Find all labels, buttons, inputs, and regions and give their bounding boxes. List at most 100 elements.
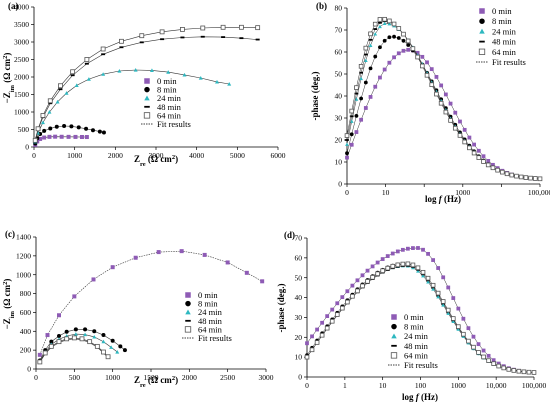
- x-tick-label: 0: [34, 373, 38, 382]
- data-point: [514, 173, 519, 179]
- data-point: [387, 60, 392, 65]
- legend-marker: [391, 314, 397, 320]
- x-tick-label: 100,000: [528, 188, 550, 197]
- data-point: [365, 279, 370, 284]
- data-point: [368, 43, 373, 47]
- data-point: [345, 289, 350, 294]
- legend-marker: [391, 323, 397, 330]
- data-point: [370, 264, 375, 269]
- panel-b: 0 10 1000 100,000 0 10 20 30 40 50 60 70 80 (b) -phase…: [310, 1, 550, 204]
- data-point: [354, 92, 359, 95]
- data-point: [70, 74, 75, 77]
- data-point: [49, 339, 54, 344]
- data-point: [84, 57, 90, 62]
- data-point: [58, 88, 63, 91]
- data-point: [47, 98, 53, 104]
- legend-marker: [391, 344, 397, 347]
- data-point: [166, 70, 171, 74]
- data-point: [425, 275, 431, 281]
- data-point: [179, 249, 184, 254]
- data-point: [481, 159, 486, 164]
- fit-line: [306, 263, 535, 373]
- data-point: [198, 76, 203, 80]
- data-point: [501, 365, 507, 371]
- data-point: [320, 320, 325, 325]
- data-point: [354, 113, 359, 118]
- data-point: [139, 33, 145, 39]
- data-point: [405, 261, 411, 267]
- data-point: [435, 290, 441, 296]
- data-point: [101, 130, 106, 135]
- data-point: [439, 83, 444, 88]
- data-point: [354, 85, 359, 90]
- data-point: [372, 21, 378, 27]
- data-point: [443, 92, 448, 97]
- y-tick-label: 1000: [16, 270, 31, 279]
- data-point: [56, 339, 62, 345]
- data-point: [40, 113, 46, 118]
- x-tick-label: 3000: [149, 151, 164, 160]
- data-point: [373, 32, 378, 36]
- data-point: [420, 269, 426, 275]
- data-point: [227, 82, 232, 86]
- data-point: [359, 117, 364, 122]
- legend-label: 48 min: [198, 316, 223, 326]
- data-point: [72, 294, 77, 299]
- data-point: [416, 269, 420, 273]
- data-point: [401, 31, 406, 37]
- data-point: [329, 318, 335, 324]
- data-point: [260, 279, 265, 284]
- data-point: [202, 252, 207, 257]
- data-point: [37, 352, 42, 357]
- data-point: [335, 301, 340, 306]
- data-point: [387, 21, 392, 26]
- data-point: [100, 46, 106, 52]
- data-point: [309, 347, 315, 353]
- data-point: [360, 283, 365, 289]
- y-tick-label: 0: [298, 373, 302, 382]
- data-point: [94, 343, 100, 349]
- data-point: [425, 60, 429, 65]
- legend-label: 0 min: [157, 76, 177, 86]
- data-point: [481, 354, 486, 360]
- legend-marker: [184, 326, 192, 333]
- data-point: [133, 68, 138, 72]
- data-point: [377, 17, 383, 22]
- panel-a: 0 1000 2000 3000 4000 5000 6000 0 500 1000 1500 200…: [2, 1, 286, 168]
- y-tick-label: 600: [20, 308, 32, 317]
- y-tick-label: 200: [20, 346, 32, 355]
- data-point: [156, 250, 161, 255]
- data-point: [368, 66, 373, 71]
- data-point: [436, 294, 441, 299]
- x-tick-label: 1500: [144, 373, 159, 382]
- data-point: [70, 69, 76, 75]
- panel-c: 0 500 1000 1500 2000 2500 3000 0 200 400 600 800 100…: [2, 229, 274, 389]
- data-point: [97, 129, 102, 134]
- data-point: [71, 335, 77, 341]
- data-point: [47, 110, 52, 114]
- data-point: [325, 314, 330, 319]
- data-point: [122, 348, 127, 353]
- data-point: [445, 307, 451, 313]
- legend-label: Fit results: [157, 119, 191, 129]
- data-point: [35, 126, 41, 132]
- x-tick-label: 5000: [230, 151, 245, 160]
- data-point: [453, 110, 458, 115]
- legend-marker: [390, 352, 398, 359]
- data-point: [506, 367, 512, 372]
- y-tick-label: 500: [18, 125, 30, 134]
- y-tick-label: 20: [335, 136, 343, 145]
- data-point: [476, 148, 481, 153]
- data-point: [58, 83, 63, 89]
- data-point: [358, 64, 364, 69]
- data-point: [83, 327, 88, 332]
- data-point: [511, 368, 517, 373]
- data-point: [54, 124, 59, 129]
- y-tick-label: 800: [20, 289, 32, 298]
- data-point: [62, 124, 67, 128]
- y-tick-label: 70: [335, 26, 343, 35]
- data-point: [405, 38, 411, 44]
- data-point: [378, 24, 382, 29]
- x-tick-label: 1: [343, 381, 347, 390]
